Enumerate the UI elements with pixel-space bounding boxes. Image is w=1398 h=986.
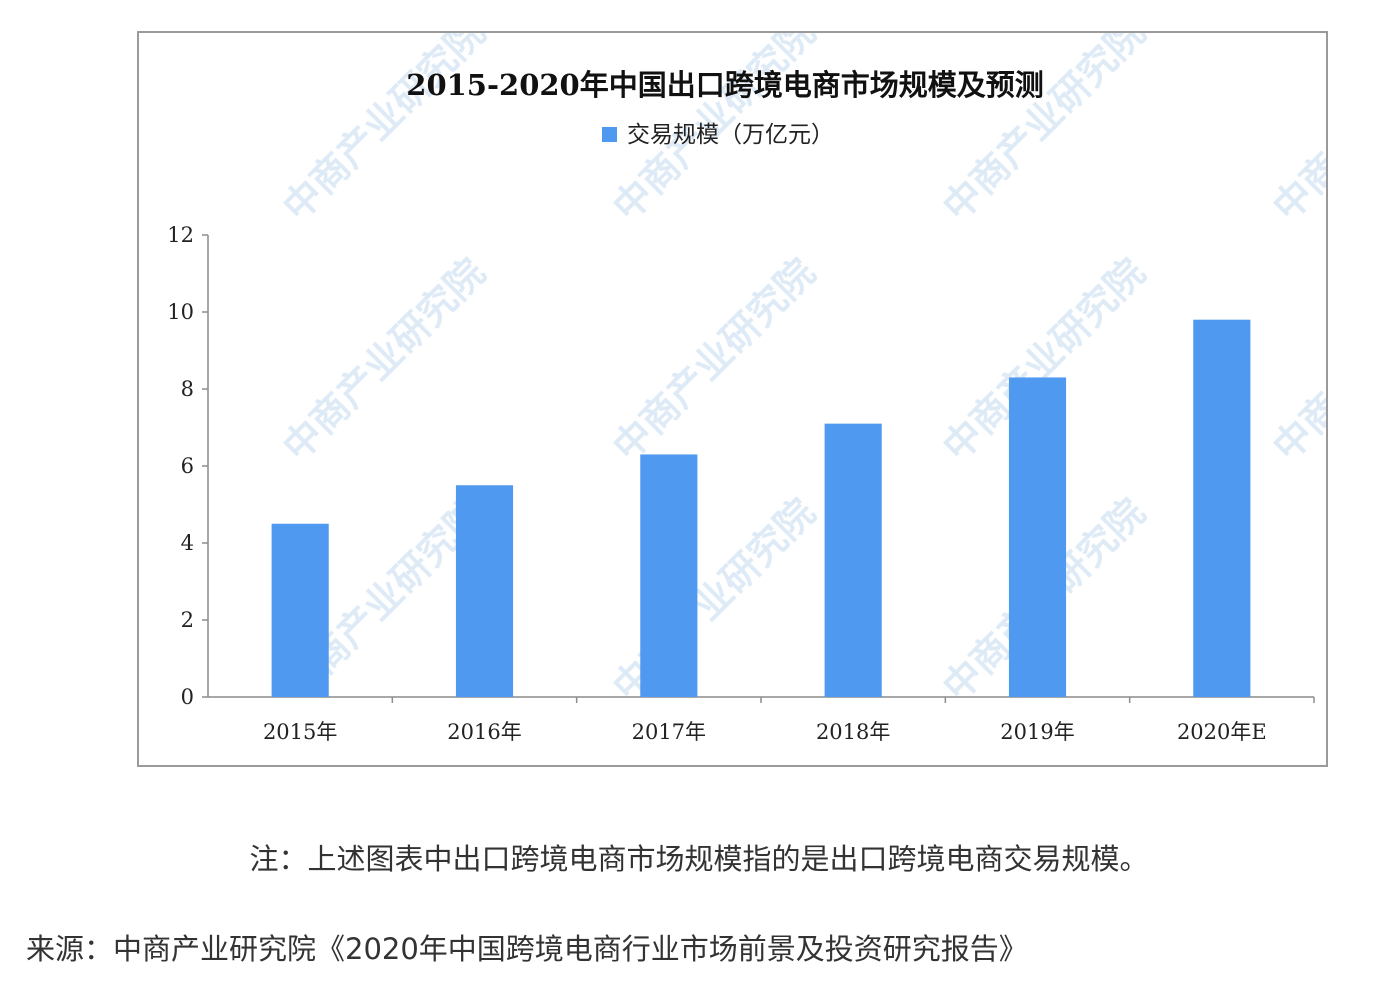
bar bbox=[271, 523, 329, 697]
bar bbox=[455, 485, 514, 697]
x-tick-label: 2016年 bbox=[447, 720, 521, 744]
y-axis-labels: 0 2 4 6 8 10 12 bbox=[167, 223, 194, 709]
chart-note: 注：上述图表中出口跨境电商市场规模指的是出口跨境电商交易规模。 bbox=[249, 842, 1149, 876]
x-tick-label: 2017年 bbox=[632, 720, 706, 744]
watermark-text: 中商产业研究院 bbox=[1264, 33, 1326, 229]
bar bbox=[640, 454, 698, 697]
axes bbox=[202, 234, 1315, 703]
y-tick-label: 10 bbox=[167, 300, 194, 324]
x-tick-label: 2018年 bbox=[816, 720, 890, 744]
watermark-text: 中商产业研究院 bbox=[604, 250, 823, 469]
bar bbox=[824, 423, 882, 697]
y-tick-label: 12 bbox=[167, 223, 194, 247]
bar bbox=[1193, 319, 1251, 697]
x-tick-label: 2020年E bbox=[1177, 720, 1267, 744]
y-tick-label: 6 bbox=[181, 454, 194, 478]
chart-frame: 中商产业研究院 中商产业研究院 中商产业研究院 中商产业研究院 中商产业研究院 中商产业研… bbox=[137, 31, 1328, 767]
watermark-text: 中商产业研究院 bbox=[274, 33, 493, 229]
x-tick-label: 2019年 bbox=[1000, 720, 1074, 744]
watermark-text: 中商产业研究院 bbox=[274, 250, 493, 469]
chart-title: 2015-2020年中国出口跨境电商市场规模及预测 bbox=[406, 68, 1043, 102]
x-axis-labels: 2015年 2016年 2017年 2018年 2019年 2020年E bbox=[263, 720, 1267, 744]
bar bbox=[1008, 377, 1067, 697]
bars bbox=[271, 319, 1251, 697]
legend-label: 交易规模（万亿元） bbox=[627, 122, 834, 148]
y-tick-label: 8 bbox=[181, 377, 194, 401]
watermark-text: 中商产业研究院 bbox=[604, 490, 823, 709]
watermark-text: 中商产业研究院 bbox=[934, 33, 1153, 229]
y-tick-label: 2 bbox=[181, 608, 194, 632]
legend: 交易规模（万亿元） bbox=[602, 122, 834, 148]
watermark-text: 中商产业研究院 bbox=[1264, 250, 1326, 469]
y-tick-label: 0 bbox=[181, 685, 194, 709]
legend-swatch bbox=[602, 127, 617, 142]
y-tick-label: 4 bbox=[181, 531, 194, 555]
x-tick-label: 2015年 bbox=[263, 720, 337, 744]
source-line: 来源：中商产业研究院《2020年中国跨境电商行业市场前景及投资研究报告》 bbox=[26, 932, 1028, 966]
